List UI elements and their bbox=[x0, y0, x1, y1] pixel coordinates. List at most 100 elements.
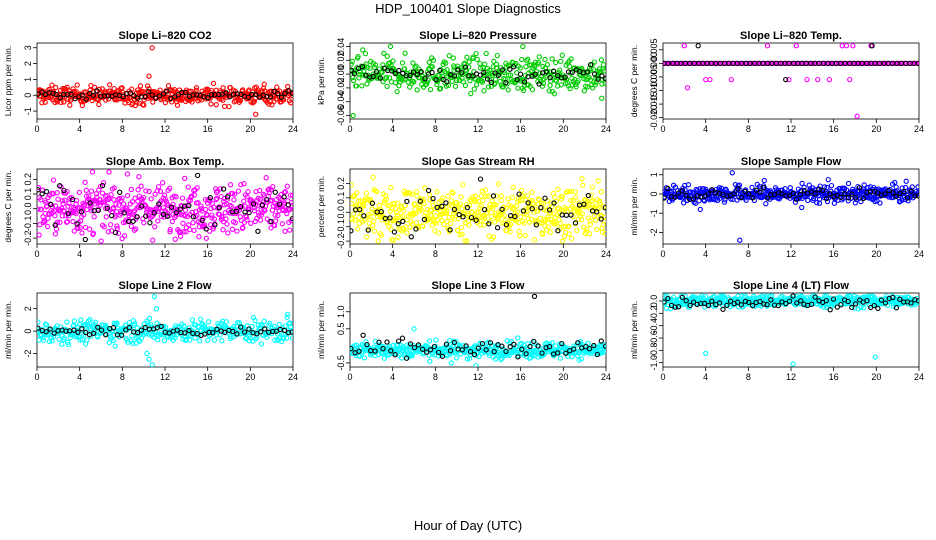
outlier-point bbox=[411, 326, 417, 332]
data-point bbox=[696, 198, 702, 204]
x-tick-label: 16 bbox=[829, 372, 839, 382]
data-point bbox=[439, 353, 446, 359]
x-tick-label: 0 bbox=[347, 249, 352, 259]
series-reference bbox=[663, 43, 919, 83]
data-point bbox=[890, 190, 896, 196]
y-tick-label: -0.2 bbox=[336, 233, 346, 249]
data-point bbox=[413, 63, 419, 69]
data-point bbox=[50, 90, 56, 96]
data-point bbox=[449, 189, 455, 195]
outlier-point bbox=[448, 360, 454, 366]
data-point bbox=[509, 194, 516, 201]
data-point bbox=[549, 56, 555, 62]
data-point bbox=[174, 327, 180, 333]
data-point bbox=[597, 200, 603, 206]
data-point bbox=[904, 195, 911, 201]
outlier-point bbox=[764, 43, 771, 49]
data-point bbox=[350, 211, 357, 217]
data-point bbox=[794, 300, 800, 306]
data-point bbox=[515, 85, 521, 91]
data-point bbox=[264, 196, 270, 203]
outlier-point bbox=[695, 43, 701, 49]
data-point bbox=[524, 193, 531, 199]
outlier-point bbox=[790, 361, 796, 367]
data-point bbox=[57, 95, 63, 101]
data-point bbox=[535, 208, 541, 214]
x-tick-label: 8 bbox=[120, 249, 125, 259]
data-point bbox=[702, 193, 708, 199]
plot-frame bbox=[36, 42, 294, 120]
data-point bbox=[350, 200, 354, 207]
data-point bbox=[181, 323, 187, 329]
data-point bbox=[59, 213, 65, 219]
data-point bbox=[160, 91, 167, 97]
data-point bbox=[44, 223, 51, 230]
data-point bbox=[361, 203, 367, 209]
data-point bbox=[139, 203, 145, 209]
data-point bbox=[475, 209, 482, 216]
data-point bbox=[779, 191, 785, 197]
data-point bbox=[391, 229, 398, 235]
data-point bbox=[134, 325, 140, 331]
data-point bbox=[893, 305, 900, 311]
data-point bbox=[364, 341, 370, 348]
data-point bbox=[586, 74, 592, 81]
data-point bbox=[66, 200, 72, 206]
data-point bbox=[473, 50, 479, 57]
data-point bbox=[108, 333, 114, 340]
outlier-point bbox=[149, 362, 155, 367]
data-point bbox=[282, 90, 288, 97]
data-point bbox=[119, 195, 125, 201]
data-point bbox=[449, 78, 455, 85]
data-point bbox=[229, 226, 236, 232]
x-tick-label: 24 bbox=[601, 372, 611, 382]
data-point bbox=[146, 315, 153, 322]
x-tick-label: 20 bbox=[245, 124, 255, 134]
data-point bbox=[494, 225, 501, 231]
data-point bbox=[155, 218, 161, 224]
data-point bbox=[390, 58, 396, 64]
data-point bbox=[478, 193, 484, 199]
data-point bbox=[797, 191, 804, 198]
data-point bbox=[96, 101, 102, 108]
series-samples bbox=[37, 45, 293, 117]
data-point bbox=[82, 179, 88, 186]
data-point bbox=[463, 343, 469, 349]
data-point bbox=[719, 60, 725, 67]
outlier-point bbox=[360, 47, 366, 53]
data-point bbox=[816, 196, 823, 202]
data-point bbox=[516, 191, 522, 197]
data-point bbox=[151, 210, 157, 216]
data-point bbox=[263, 175, 269, 181]
x-tick-label: 20 bbox=[245, 249, 255, 259]
data-point bbox=[490, 234, 497, 240]
data-point bbox=[64, 219, 71, 225]
data-point bbox=[451, 73, 458, 79]
x-tick-label: 12 bbox=[473, 124, 483, 134]
data-point bbox=[185, 184, 191, 190]
data-point bbox=[146, 88, 152, 95]
data-point bbox=[182, 213, 188, 219]
data-point bbox=[481, 88, 487, 94]
data-point bbox=[481, 69, 487, 76]
data-point bbox=[557, 67, 563, 73]
data-point bbox=[545, 216, 551, 222]
data-point bbox=[150, 237, 156, 243]
data-point bbox=[860, 305, 867, 311]
data-point bbox=[87, 202, 94, 209]
data-point bbox=[404, 198, 410, 205]
data-point bbox=[238, 181, 244, 188]
data-point bbox=[908, 300, 914, 306]
data-point bbox=[168, 204, 175, 210]
data-point bbox=[40, 88, 46, 94]
x-tick-label: 4 bbox=[703, 249, 708, 259]
data-point bbox=[579, 211, 585, 217]
y-tick-label: -0.5 bbox=[336, 355, 346, 371]
outlier-point bbox=[847, 76, 853, 83]
data-point bbox=[485, 339, 491, 346]
data-point bbox=[129, 199, 136, 205]
data-point bbox=[507, 344, 513, 350]
data-point bbox=[421, 201, 427, 207]
y-tick-label: 0 bbox=[23, 93, 33, 98]
data-point bbox=[287, 227, 293, 233]
